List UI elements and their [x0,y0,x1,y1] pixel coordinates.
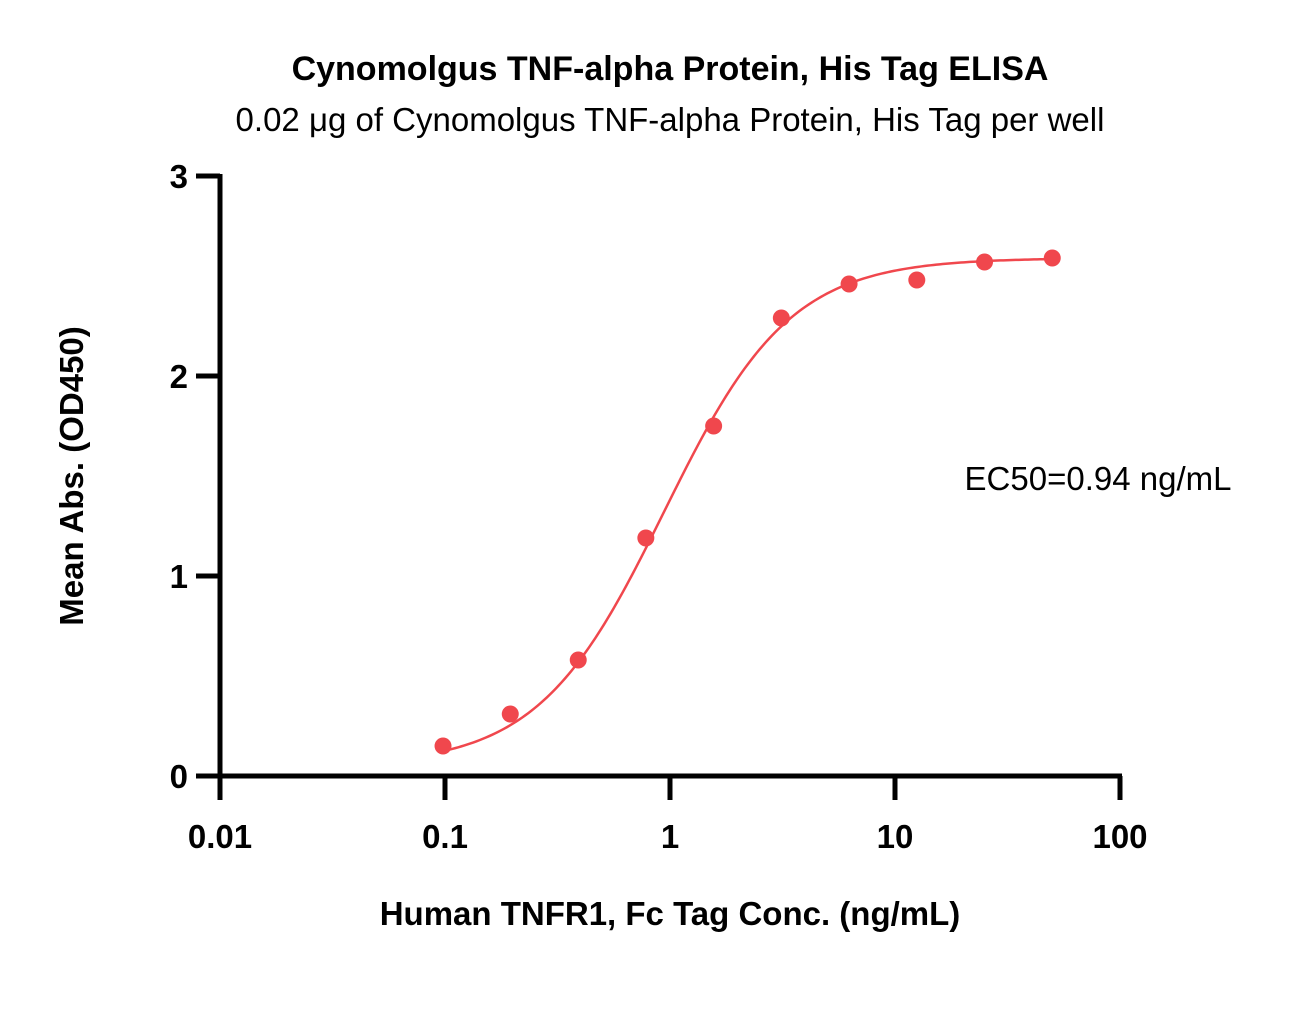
x-ticks: 0.01 0.1 1 10 100 [188,776,1148,855]
data-point [840,275,858,293]
fit-curve [442,257,1053,753]
y-tick-label: 2 [170,358,188,395]
chart-subtitle: 0.02 μg of Cynomolgus TNF-alpha Protein,… [236,101,1105,138]
y-tick-label: 1 [170,558,188,595]
data-point [705,417,723,435]
data-point [501,705,519,723]
x-tick-label: 0.01 [188,818,252,855]
x-tick-label: 0.1 [422,818,468,855]
data-point [976,253,994,271]
data-point [637,529,655,547]
y-tick-label: 3 [170,158,188,195]
y-tick-label: 0 [170,758,188,795]
data-point [434,737,452,755]
ec50-annotation: EC50=0.94 ng/mL [965,460,1232,497]
data-point [1043,249,1061,267]
data-point [772,309,790,327]
y-axis-label: Mean Abs. (OD450) [53,326,90,626]
x-tick-label: 10 [877,818,914,855]
data-point [569,651,587,669]
data-points [434,249,1061,755]
data-point [908,271,926,289]
x-tick-label: 100 [1092,818,1147,855]
x-axis-label: Human TNFR1, Fc Tag Conc. (ng/mL) [380,895,961,932]
chart-title: Cynomolgus TNF-alpha Protein, His Tag EL… [292,50,1049,88]
x-tick-label: 1 [661,818,679,855]
y-ticks: 0 1 2 3 [170,158,220,795]
